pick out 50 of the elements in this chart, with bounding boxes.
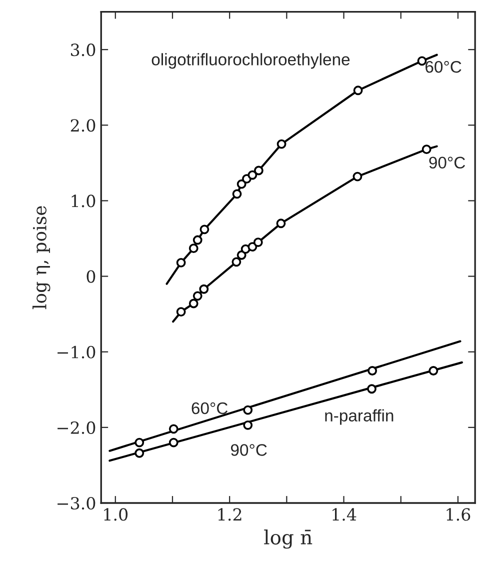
point [199,284,209,294]
x-tick-label: 1.0 [104,508,128,521]
point [200,224,210,234]
point [367,384,376,394]
point [248,170,258,180]
point [243,405,253,415]
y-tick-label: −3.0 [58,496,96,510]
point [248,242,258,252]
point [353,86,363,96]
point [422,144,432,154]
point [240,244,250,254]
point [352,172,362,182]
y-tick-label: 3.0 [71,44,96,56]
point [176,258,186,268]
annotation: oligotrifluorochloroethylene [152,53,350,69]
point [232,189,242,199]
y-axis-title: log η, poise [32,206,50,310]
annotation: 90°C [231,444,267,456]
annotation: 60°C [426,60,462,73]
annotation: 60°C [192,402,228,414]
y-tick-label: 0 [86,270,96,283]
point [192,291,202,301]
x-tick-label: 1.4 [332,508,356,521]
point [232,257,242,267]
annotation: 90°C [429,156,466,169]
point [254,166,264,176]
x-tick-label: 1.6 [446,508,470,521]
point [168,424,178,434]
x-axis-title: log n̄ [264,530,312,549]
point [276,218,286,228]
point [236,179,246,189]
y-tick-label: −2.0 [58,421,96,434]
point [168,438,178,448]
point [428,366,438,376]
y-tick-label: 2.0 [70,119,96,132]
y-tick-label: −1.0 [58,346,96,358]
annotation: n-paraffin [325,409,394,425]
x-tick-label: 1.2 [218,508,242,521]
point [176,307,186,317]
point [188,244,198,254]
point [368,366,378,376]
point [192,235,202,245]
point [243,420,253,430]
point [134,448,144,458]
point [253,238,263,247]
point [276,139,286,149]
point [134,438,144,448]
point [188,298,198,308]
point [417,56,427,66]
y-tick-label: 1.0 [72,194,96,208]
